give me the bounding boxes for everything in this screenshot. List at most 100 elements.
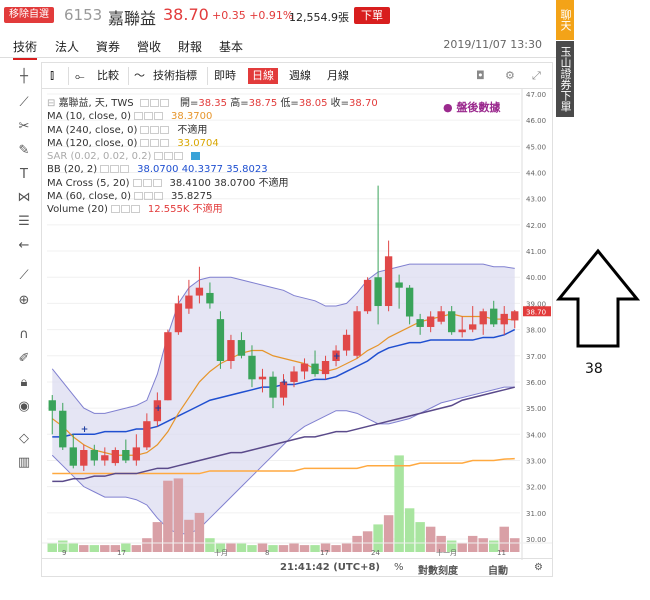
- y-axis-label: 31.00: [526, 510, 546, 518]
- settings-icon[interactable]: ⚙: [505, 69, 515, 82]
- volume-bar: [331, 545, 341, 552]
- status-settings-icon[interactable]: ⚙: [534, 562, 543, 573]
- daily-button[interactable]: 日線: [248, 68, 278, 84]
- chatroom-tab[interactable]: 聊天室: [541, 0, 574, 40]
- intraday-button[interactable]: 即時: [214, 69, 236, 82]
- legend-ma120: MA (120, close, 0) 33.0704: [47, 137, 219, 149]
- candle-body: [300, 363, 309, 372]
- legend-ma10: MA (10, close, 0) 38.3700: [47, 111, 213, 123]
- x-axis-label: 17: [320, 549, 329, 557]
- y-axis-label: 42.00: [526, 222, 546, 230]
- magnet-icon[interactable]: ∩: [19, 327, 29, 342]
- volume-bar: [163, 480, 173, 552]
- lock-icon[interactable]: 🔒︎: [20, 375, 28, 390]
- y-axis-label: 46.00: [526, 117, 546, 125]
- volume-bar: [320, 542, 331, 552]
- eye-icon[interactable]: ◉: [18, 399, 30, 414]
- volume-bar: [488, 540, 499, 552]
- x-axis-label: 11: [497, 549, 506, 557]
- candle-body: [90, 450, 98, 461]
- candle-body: [206, 292, 214, 304]
- monthly-button[interactable]: 月線: [327, 69, 349, 82]
- esun-order-tab[interactable]: 玉山證券下單: [556, 41, 574, 117]
- zoom-in-icon[interactable]: ⊕: [18, 293, 30, 308]
- volume-bar: [362, 531, 373, 552]
- layers-icon[interactable]: ◇: [19, 431, 29, 446]
- compare-icon[interactable]: ⟜: [75, 69, 85, 83]
- percent-toggle[interactable]: %: [394, 562, 404, 573]
- volume-bar: [110, 545, 121, 552]
- volume-bar: [310, 545, 320, 552]
- tab-institutional[interactable]: 法人: [55, 40, 80, 54]
- volume-bar: [457, 542, 467, 552]
- stock-name: 嘉聯益: [108, 9, 157, 28]
- pattern-icon[interactable]: ⋈: [17, 190, 31, 205]
- weekly-button[interactable]: 週線: [289, 69, 311, 82]
- volume-bar: [100, 545, 110, 552]
- candlestick-chart[interactable]: 47.00 46.00 45.00 44.00 43.00 42.00 41.00 40.00…: [42, 89, 552, 560]
- candle-type-icon[interactable]: ⫾: [50, 68, 55, 83]
- candle-body: [479, 311, 487, 325]
- auto-scale-toggle[interactable]: 自動: [488, 566, 508, 577]
- candle-body: [132, 447, 141, 461]
- tab-revenue[interactable]: 營收: [137, 40, 162, 54]
- trash-icon[interactable]: ▥: [17, 455, 31, 470]
- tab-basic[interactable]: 基本: [219, 40, 244, 54]
- remove-watchlist-button[interactable]: 移除自選: [4, 7, 54, 23]
- volume-bar: [121, 542, 131, 552]
- tab-technical[interactable]: 技術: [13, 38, 38, 60]
- compare-button[interactable]: 比較: [97, 69, 119, 82]
- trade-volume: 12,554.9張: [289, 11, 349, 24]
- candle-body: [248, 355, 256, 380]
- up-arrow-icon: [556, 248, 640, 348]
- update-datetime: 2019/11/07 13:30: [443, 38, 542, 51]
- candle-body: [321, 361, 330, 375]
- brush-icon[interactable]: ✎: [18, 143, 30, 158]
- volume-bar: [184, 519, 194, 552]
- volume-bar: [131, 545, 142, 552]
- stock-header: 移除自選 6153 嘉聯益 38.70 +0.35 +0.91% 12,554.…: [0, 0, 556, 30]
- stock-price: 38.70: [163, 5, 209, 24]
- fib-icon[interactable]: ✂: [18, 119, 30, 134]
- pencil-lock-icon[interactable]: ✐: [18, 351, 30, 366]
- back-arrow-icon[interactable]: ←: [18, 238, 30, 253]
- candle-body: [237, 340, 246, 356]
- indicators-button[interactable]: 技術指標: [153, 69, 197, 82]
- section-tabs: 技術 法人 資券 營收 財報 基本 2019/11/07 13:30: [0, 30, 556, 60]
- trend-line-icon[interactable]: ⟋: [19, 95, 29, 110]
- order-button[interactable]: 下單: [354, 7, 390, 24]
- volume-bar: [510, 538, 520, 552]
- y-axis-label: 47.00: [526, 91, 546, 99]
- volume-bar: [415, 522, 425, 552]
- legend-ma-cross: MA Cross (5, 20) 38.4100 38.0700 不適用: [47, 177, 289, 189]
- candle-body: [48, 400, 56, 411]
- candle-body: [195, 287, 204, 296]
- candle-body: [437, 311, 445, 322]
- annotation-label: 38: [585, 361, 603, 377]
- sar-marker: +: [281, 378, 289, 388]
- indicators-icon[interactable]: 〜: [134, 69, 145, 82]
- text-tool-icon[interactable]: T: [20, 167, 28, 182]
- candle-body: [174, 303, 183, 333]
- x-axis-label: 17: [117, 549, 126, 557]
- forecast-icon[interactable]: ☰: [18, 214, 30, 229]
- camera-icon[interactable]: ◘: [476, 69, 485, 82]
- volume-bar: [236, 542, 247, 552]
- y-axis-label: 32.00: [526, 484, 546, 492]
- y-axis-label: 39.00: [526, 300, 546, 308]
- annotation-arrow: [556, 248, 640, 348]
- status-time: 21:41:42 (UTC+8): [280, 562, 380, 573]
- candle-body: [311, 363, 319, 375]
- volume-bar: [383, 515, 394, 552]
- x-axis-label: 十一月: [436, 548, 457, 557]
- fullscreen-icon[interactable]: ⤢: [532, 69, 541, 82]
- x-axis-label: 十月: [214, 548, 228, 557]
- legend-sar: SAR (0.02, 0.02, 0.2): [47, 150, 378, 163]
- tab-financials[interactable]: 財報: [178, 40, 203, 54]
- tab-margin[interactable]: 資券: [96, 40, 121, 54]
- legend-ma60: MA (60, close, 0) 35.8275: [47, 191, 213, 203]
- ruler-icon[interactable]: ⟋: [19, 268, 29, 283]
- candle-body: [279, 381, 288, 398]
- log-scale-toggle[interactable]: 對數刻度: [418, 566, 458, 577]
- crosshair-icon[interactable]: ┼: [20, 69, 28, 84]
